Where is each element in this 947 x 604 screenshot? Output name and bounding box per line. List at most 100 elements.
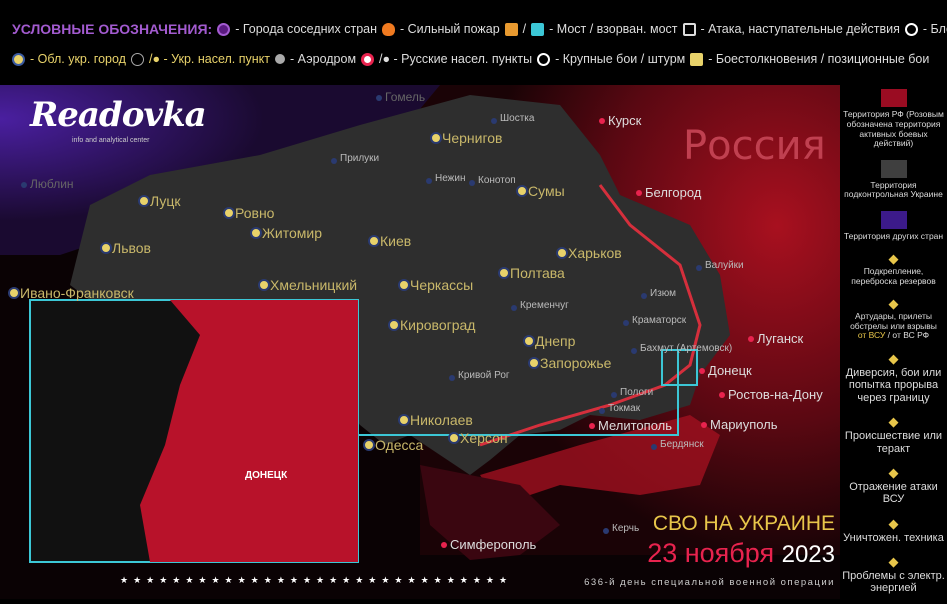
city-label: Гомель <box>385 90 426 104</box>
airfield-icon <box>275 54 285 64</box>
readovka-logo: Readovka <box>30 95 207 135</box>
territory-swatch <box>880 89 907 107</box>
ukr-settlement-icon <box>130 52 144 66</box>
legend-label: - Аэродром <box>290 52 357 66</box>
legend-label: - Мост / взорван. мост <box>549 22 678 36</box>
side-legend-item: ◆ Артудары, прилеты обстрелы или взрывы от… <box>840 295 947 341</box>
city-label: Харьков <box>568 245 622 261</box>
city-marker <box>701 422 707 428</box>
inset-russia <box>140 300 358 562</box>
legend-row-1: УСЛОВНЫЕ ОБОЗНАЧЕНИЯ: - Города соседних … <box>12 21 947 37</box>
city-marker <box>651 444 657 450</box>
city-marker <box>426 178 432 184</box>
city-marker <box>388 319 400 331</box>
side-legend-label: Проблемы с электр. энергией <box>842 569 945 595</box>
city-marker <box>599 408 605 414</box>
city-marker <box>641 293 647 299</box>
country-label-russia: Россия <box>683 123 826 169</box>
city-marker <box>469 180 475 186</box>
city-label: Хмельницкий <box>270 277 358 293</box>
legend-label: - Города соседних стран <box>235 22 378 36</box>
city-label: Львов <box>112 240 151 256</box>
city-label: Запорожье <box>540 355 612 371</box>
city-marker <box>511 305 517 311</box>
day-counter: 636-й день специальной военной операции <box>584 577 835 588</box>
city-marker <box>599 118 605 124</box>
city-marker <box>138 195 150 207</box>
logo-subtitle: info and analytical center <box>72 137 150 144</box>
city-marker <box>250 227 262 239</box>
legend-label: - Сильный пожар <box>400 22 500 36</box>
city-label: Токмак <box>608 403 641 414</box>
front-line <box>479 184 702 447</box>
city-label: Херсон <box>460 430 508 446</box>
side-legend-item: ◆ Проблемы с электр. энергией <box>840 553 947 595</box>
territory-swatch <box>880 210 907 229</box>
city-marker <box>8 287 20 299</box>
date-year: 2023 <box>781 541 835 568</box>
fire-icon <box>382 22 396 36</box>
city-label: Кривой Рог <box>458 370 510 381</box>
inset-connector <box>358 350 679 436</box>
front-zone <box>480 415 720 505</box>
city-label: Киев <box>380 233 412 249</box>
city-label: Луцк <box>150 193 181 209</box>
legend-label: - Крупные бои / штурм <box>555 52 686 66</box>
city-marker <box>441 542 447 548</box>
inset-city-label: ДОНЕЦК <box>245 470 288 481</box>
city-marker <box>258 279 270 291</box>
city-marker <box>498 267 510 279</box>
side-legend-item: ◆ Отражение атаки ВСУ <box>840 464 947 506</box>
city-marker <box>696 265 702 271</box>
city-label: Конотоп <box>478 175 516 186</box>
city-label: Днепр <box>535 333 576 349</box>
city-label: Житомир <box>262 225 323 241</box>
city-marker <box>376 95 382 101</box>
city-marker <box>21 182 27 188</box>
city-markers <box>8 95 754 548</box>
neighbor-city-icon <box>217 22 231 36</box>
side-legend-item: ◆ Диверсия, бои или попытка прорыва через… <box>840 351 947 405</box>
side-legend: Территория РФ (Розовым обозначена террит… <box>840 85 947 599</box>
city-marker <box>623 320 629 326</box>
city-label: Прилуки <box>340 153 380 164</box>
side-legend-label: Территория РФ (Розовым обозначена террит… <box>843 109 944 149</box>
side-legend-label: Уничтожен. техника <box>843 531 944 544</box>
city-marker <box>363 439 375 451</box>
side-legend-item: Территория РФ (Розовым обозначена террит… <box>840 89 947 149</box>
incident-warning-icon: ◆ <box>888 414 899 430</box>
russian-settlement-icon <box>361 52 375 66</box>
power-problem-icon: ◆ <box>888 553 899 569</box>
legend-label: - Атака, наступательные действия <box>700 22 900 36</box>
legend-header: УСЛОВНЫЕ ОБОЗНАЧЕНИЯ: - Города соседних … <box>0 0 947 85</box>
city-label: Пологи <box>620 387 654 398</box>
legend-row-2: - Обл. укр. город /● - Укр. насел. пункт -… <box>12 52 929 66</box>
territory-swatch <box>880 159 907 178</box>
side-legend-item: ◆ Подкрепление, переброска резервов <box>840 251 947 286</box>
city-label: Кировоград <box>400 317 476 333</box>
artillery-strike-icon: ◆ <box>888 295 899 311</box>
city-label: Шостка <box>500 113 535 124</box>
legend-label: /● - Укр. насел. пункт <box>148 52 270 66</box>
side-legend-label: Подкрепление, переброска резервов <box>851 265 936 286</box>
city-marker <box>398 279 410 291</box>
city-label: Черкассы <box>410 277 474 293</box>
blockade-icon <box>904 22 918 36</box>
city-label: Чернигов <box>442 130 503 146</box>
clash-icon <box>690 52 704 66</box>
city-marker <box>331 158 337 164</box>
side-legend-item: Территория других стран <box>840 210 947 242</box>
side-legend-label: Диверсия, бои или попытка прорыва через … <box>845 366 942 404</box>
footer-date: 23 ноября 2023 <box>647 538 835 569</box>
city-marker <box>448 432 460 444</box>
city-label: Люблин <box>30 177 74 191</box>
city-marker <box>491 118 497 124</box>
city-label: Мелитополь <box>598 418 673 433</box>
map[interactable]: Гомель Люблин Чернигов Шостка Курск Прилуки Не… <box>0 85 840 599</box>
city-label: Сумы <box>528 183 565 199</box>
destroyed-bridge-icon <box>531 22 545 36</box>
major-battle-icon <box>537 52 551 66</box>
repelled-attack-icon: ◆ <box>888 464 899 480</box>
city-label: Белгород <box>645 185 702 200</box>
city-label: Николаев <box>410 412 473 428</box>
